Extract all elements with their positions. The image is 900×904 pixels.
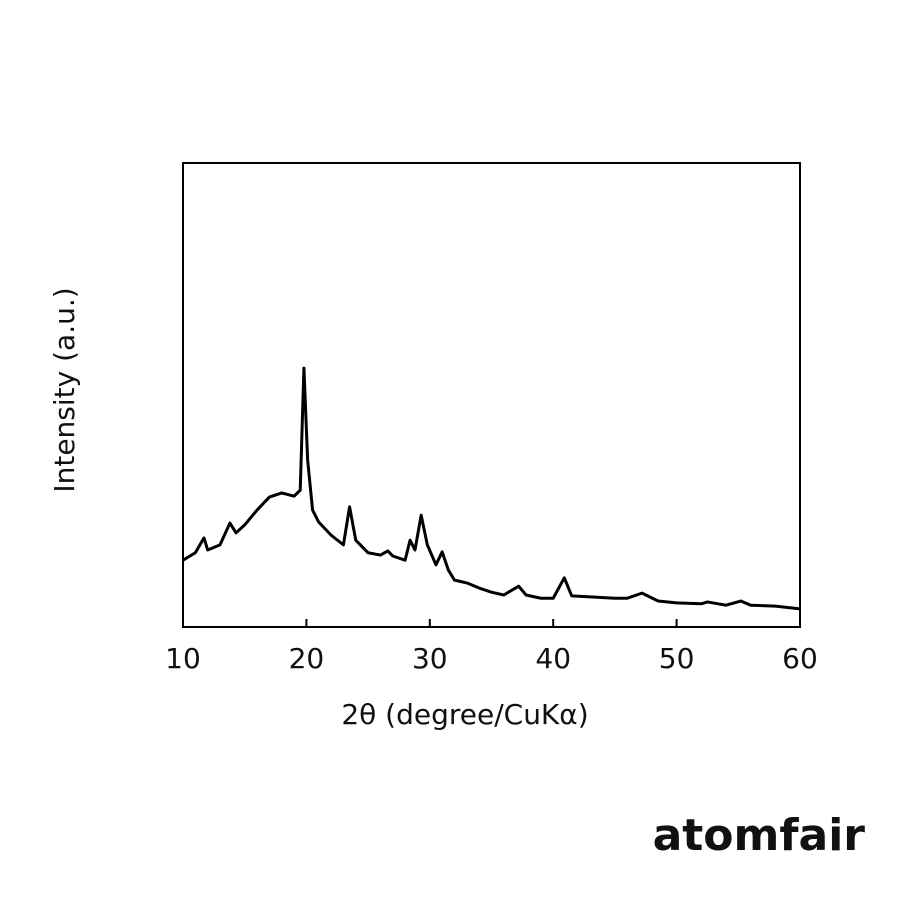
x-tick-label: 30 [412, 642, 448, 675]
watermark: atomfair [653, 810, 866, 861]
x-tick-label: 10 [165, 642, 201, 675]
plot-frame [182, 162, 801, 628]
x-tick-label: 50 [659, 642, 695, 675]
y-axis-label: Intensity (a.u.) [48, 287, 81, 492]
x-axis-label: 2θ (degree/CuKα) [341, 698, 588, 731]
xrd-line [182, 366, 801, 611]
x-tick-label: 20 [289, 642, 325, 675]
x-tick-label: 60 [782, 642, 818, 675]
x-tick-label: 40 [535, 642, 571, 675]
